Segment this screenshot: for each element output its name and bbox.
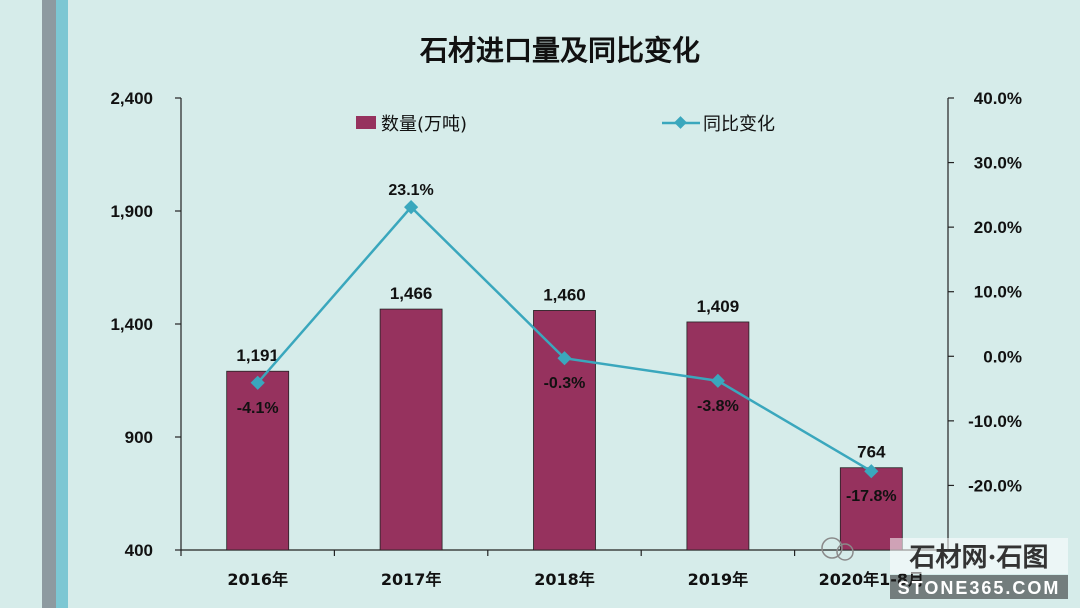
line-point-marker: [864, 464, 879, 479]
x-axis-tick-label: 2017年: [381, 570, 442, 589]
line-point-marker: [404, 200, 419, 215]
watermark-cn-bg: [890, 538, 1068, 574]
watermark-cn-text: 石材网·石图: [908, 543, 1048, 573]
line-point-marker: [250, 375, 265, 390]
x-axis-ticks: 2016年 2017年 2018年 2019年 2020年1-8月: [180, 550, 924, 589]
bar-value-label: 1,409: [697, 297, 740, 316]
x-axis-tick-label: 2018年: [534, 570, 595, 589]
right-axis-tick-label: -10.0%: [968, 412, 1022, 431]
left-axis-ticks: 2,400 1,900 1,400 900 400: [110, 89, 181, 560]
legend-line-marker: [674, 116, 687, 129]
left-axis-tick-label: 1,900: [110, 202, 153, 221]
line-value-label: -3.8%: [697, 398, 739, 415]
left-gray-stripe: [42, 0, 56, 608]
bar: [379, 308, 443, 551]
chart-title: 石材进口量及同比变化: [419, 34, 700, 67]
x-axis-tick-label: 2019年: [688, 570, 749, 589]
x-axis-tick-label: 2016年: [227, 570, 288, 589]
right-axis-tick-label: 20.0%: [974, 218, 1022, 237]
watermark: 石材网·石图 STONE365.COM: [821, 537, 1068, 599]
legend-line-label: 同比变化: [703, 114, 775, 135]
bar-value-label: 764: [857, 443, 886, 462]
line-point-marker: [557, 351, 572, 366]
right-axis-tick-label: 40.0%: [974, 89, 1022, 108]
legend: 数量(万吨) 同比变化: [356, 114, 775, 135]
bar-value-label: 1,191: [236, 346, 279, 365]
line-value-label: -4.1%: [237, 400, 279, 417]
left-axis-tick-label: 2,400: [110, 89, 153, 108]
line-point-marker: [710, 373, 725, 388]
wechat-icon: [821, 537, 843, 559]
watermark-en-bg: [890, 575, 1068, 599]
right-axis-tick-label: 30.0%: [974, 154, 1022, 173]
bar: [686, 321, 750, 551]
line-value-label: -17.8%: [846, 488, 897, 505]
right-axis-tick-label: -20.0%: [968, 476, 1022, 495]
bar-value-label: 1,466: [390, 284, 433, 303]
line-value-label: 23.1%: [388, 182, 433, 199]
left-teal-stripe: [56, 0, 68, 608]
left-axis-tick-label: 900: [125, 428, 153, 447]
bar: [226, 370, 290, 551]
bar-value-label: 1,460: [543, 285, 586, 304]
right-axis-tick-label: 0.0%: [983, 347, 1022, 366]
left-axis-tick-label: 1,400: [110, 315, 153, 334]
line-value-label: -0.3%: [544, 375, 586, 392]
right-axis-tick-label: 10.0%: [974, 283, 1022, 302]
bar: [839, 467, 903, 551]
legend-bar-swatch: [356, 116, 376, 129]
legend-bar-label: 数量(万吨): [381, 114, 467, 135]
bar-series: [226, 308, 903, 551]
watermark-en-text: STONE365.COM: [898, 578, 1061, 598]
bar-value-labels: 1,191 1,466 1,460 1,409 764: [236, 284, 886, 462]
line-series: [250, 200, 879, 479]
bar: [533, 310, 596, 551]
line-value-labels: -4.1% 23.1% -0.3% -3.8% -17.8%: [237, 182, 897, 505]
right-axis-ticks: 40.0% 30.0% 20.0% 10.0% 0.0% -10.0% -20.0%: [948, 89, 1022, 495]
wechat-icon-small-bubble: [836, 543, 854, 561]
left-axis-tick-label: 400: [125, 541, 153, 560]
